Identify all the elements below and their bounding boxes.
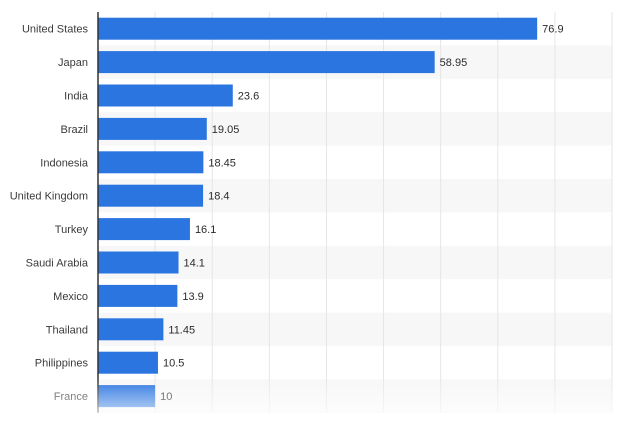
value-label: 11.45 bbox=[168, 324, 195, 336]
value-label: 19.05 bbox=[212, 124, 240, 136]
category-label: Turkey bbox=[55, 224, 89, 236]
category-label: Indonesia bbox=[40, 157, 89, 169]
value-label: 10 bbox=[160, 391, 172, 403]
bar bbox=[98, 318, 164, 341]
value-labels: 76.9 58.95 23.6 19.05 18.45 18.4 16.1 14.1 13.9 1… bbox=[160, 24, 563, 403]
bar bbox=[98, 151, 204, 174]
category-labels: United States Japan India Brazil Indonesia Un… bbox=[10, 24, 89, 403]
category-label: Philippines bbox=[35, 358, 89, 370]
category-label: Brazil bbox=[60, 124, 88, 136]
category-label: France bbox=[54, 391, 88, 403]
row-stripe bbox=[98, 379, 612, 413]
value-label: 14.1 bbox=[184, 258, 205, 270]
category-label: United States bbox=[22, 24, 89, 36]
value-label: 16.1 bbox=[195, 224, 216, 236]
category-label: India bbox=[64, 91, 89, 103]
bar bbox=[98, 184, 204, 207]
row-stripe bbox=[98, 312, 612, 346]
bar bbox=[98, 251, 179, 274]
category-label: Saudi Arabia bbox=[26, 258, 89, 270]
value-label: 18.45 bbox=[208, 157, 236, 169]
value-label: 10.5 bbox=[163, 358, 184, 370]
bar bbox=[98, 51, 435, 74]
bar bbox=[98, 17, 538, 40]
row-stripe bbox=[98, 245, 612, 280]
bar bbox=[98, 117, 207, 140]
category-label: Japan bbox=[58, 57, 88, 69]
value-label: 18.4 bbox=[208, 191, 229, 203]
bar bbox=[98, 84, 233, 107]
bar bbox=[98, 385, 156, 408]
bar bbox=[98, 351, 158, 374]
category-label: Mexico bbox=[53, 291, 88, 303]
value-label: 58.95 bbox=[440, 57, 468, 69]
value-label: 13.9 bbox=[182, 291, 203, 303]
value-label: 23.6 bbox=[238, 91, 259, 103]
bar bbox=[98, 218, 190, 241]
category-label: Thailand bbox=[46, 324, 88, 336]
value-label: 76.9 bbox=[542, 24, 563, 36]
category-label: United Kingdom bbox=[10, 191, 88, 203]
gridlines bbox=[154, 12, 613, 413]
bar bbox=[98, 284, 178, 307]
